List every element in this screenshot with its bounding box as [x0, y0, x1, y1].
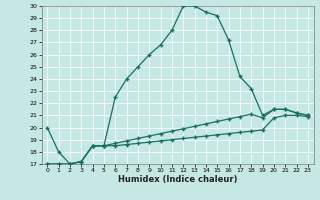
X-axis label: Humidex (Indice chaleur): Humidex (Indice chaleur) — [118, 175, 237, 184]
